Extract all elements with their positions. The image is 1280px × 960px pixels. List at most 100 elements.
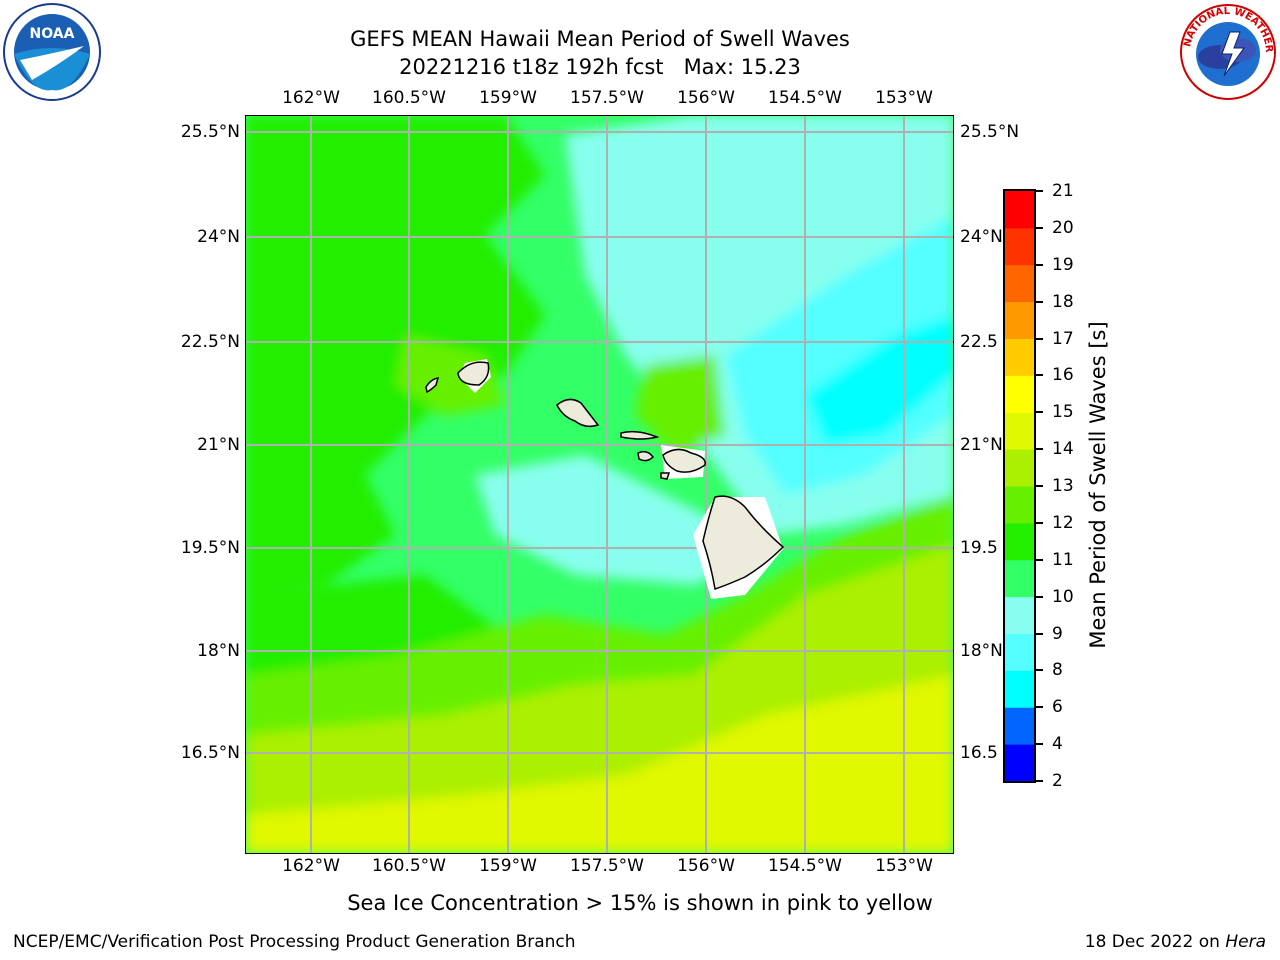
field-12-13s-north <box>635 355 725 455</box>
colorbar-tick-mark <box>1035 411 1043 414</box>
colorbar-tick-mark <box>1035 632 1043 635</box>
lon-tick-top: 156°W <box>677 88 735 108</box>
lat-tick-right: 24°N <box>960 227 1003 247</box>
lat-tick-left: 16.5°N <box>180 743 240 763</box>
colorbar-tick-label: 2 <box>1052 771 1063 791</box>
colorbar-tick-label: 9 <box>1052 623 1063 644</box>
colorbar-swatch <box>1005 338 1034 376</box>
colorbar-tick-mark <box>1035 669 1043 672</box>
swell-period-map <box>245 115 954 854</box>
colorbar-swatch <box>1005 670 1034 708</box>
sea-ice-note: Sea Ice Concentration > 15% is shown in … <box>347 891 933 915</box>
lon-tick-top: 154.5°W <box>768 88 842 108</box>
colorbar-tick-mark <box>1035 337 1043 340</box>
islands <box>425 359 785 599</box>
colorbar-swatch <box>1005 486 1034 524</box>
lon-tick-top: 157.5°W <box>570 88 644 108</box>
colorbar-label: Mean Period of Swell Waves [s] <box>1086 321 1110 649</box>
colorbar-tick-label: 19 <box>1052 254 1074 275</box>
lon-tick-bottom: 160.5°W <box>372 856 446 876</box>
lat-tick-right: 16.5 <box>960 743 998 763</box>
lat-tick-left: 25.5°N <box>180 122 240 142</box>
lon-tick-top: 162°W <box>282 88 340 108</box>
big-island <box>702 495 785 590</box>
kauai-island <box>457 361 490 386</box>
field-8-9s <box>725 215 954 495</box>
colorbar-tick-label: 8 <box>1052 660 1063 681</box>
lanai-island <box>637 450 654 462</box>
lat-tick-left: 22.5°N <box>180 332 240 352</box>
colorbar-swatch <box>1005 522 1034 561</box>
lon-tick-bottom: 157.5°W <box>570 856 644 876</box>
footer-date: 18 Dec 2022 on Hera <box>1085 932 1266 952</box>
lat-tick-right: 18°N <box>960 641 1003 661</box>
colorbar-tick-mark <box>1035 300 1043 303</box>
colorbar-tick-mark <box>1035 226 1043 229</box>
lon-tick-bottom: 154.5°W <box>768 856 842 876</box>
colorbar-tick-mark <box>1035 521 1043 524</box>
colorbar-tick-label: 15 <box>1052 402 1074 423</box>
colorbar-tick-label: 16 <box>1052 365 1074 386</box>
lat-tick-right: 25.5°N <box>960 122 1020 142</box>
colorbar-swatch <box>1005 559 1034 598</box>
colorbar-swatch <box>1005 301 1034 339</box>
lon-tick-top: 153°W <box>875 88 933 108</box>
chart-subtitle: 20221216 t18z 192h fcst Max: 15.23 <box>399 55 801 79</box>
colorbar-swatch <box>1005 633 1034 671</box>
colorbar-swatch <box>1005 191 1034 229</box>
nws-logo: NATIONAL WEATHER SERVICE <box>1178 2 1276 100</box>
colorbar-swatch <box>1005 596 1034 634</box>
colorbar-swatch <box>1005 375 1034 413</box>
lat-tick-right: 19.5 <box>960 538 998 558</box>
colorbar-tick-label: 17 <box>1052 328 1074 349</box>
colorbar-tick-label: 20 <box>1052 217 1074 238</box>
colorbar-tick-label: 13 <box>1052 476 1074 496</box>
colorbar-swatch <box>1005 264 1034 303</box>
field-14-15s <box>245 675 954 854</box>
colorbar-tick-mark <box>1035 448 1043 451</box>
colorbar-tick-label: 14 <box>1052 439 1074 460</box>
lon-tick-bottom: 153°W <box>875 856 933 876</box>
lat-tick-left: 19.5°N <box>180 538 240 558</box>
lon-tick-bottom: 159°W <box>479 856 537 876</box>
lon-tick-bottom: 162°W <box>282 856 340 876</box>
footer-branch: NCEP/EMC/Verification Post Processing Pr… <box>13 932 576 952</box>
lon-tick-top: 160.5°W <box>372 88 446 108</box>
lat-tick-right: 22.5 <box>960 332 998 352</box>
colorbar-tick-mark <box>1035 780 1043 782</box>
colorbar-swatches <box>1005 191 1034 782</box>
colorbar-tick-mark <box>1035 190 1043 192</box>
field-6-8s <box>805 315 954 445</box>
colorbar-tick-mark <box>1035 263 1043 266</box>
colorbar-tick-mark <box>1035 374 1043 377</box>
colorbar-tick-label: 21 <box>1052 181 1074 201</box>
colorbar-tick-label: 12 <box>1052 512 1074 533</box>
lat-tick-right: 21°N <box>960 435 1003 455</box>
colorbar <box>1003 189 1036 783</box>
graticule <box>245 115 954 854</box>
field-12-13s-kauai <box>395 335 505 415</box>
colorbar-swatch <box>1005 744 1034 782</box>
field-11-12s-west <box>245 115 545 595</box>
kahoolawe-island <box>660 472 671 480</box>
colorbar-tick-label: 4 <box>1052 734 1063 755</box>
colorbar-swatch <box>1005 707 1034 745</box>
chart-title: GEFS MEAN Hawaii Mean Period of Swell Wa… <box>350 27 850 51</box>
footer-date-text: 18 Dec 2022 on <box>1084 932 1226 952</box>
niihau-island <box>425 377 440 394</box>
colorbar-swatch <box>1005 412 1034 450</box>
lat-tick-left: 18°N <box>197 641 240 661</box>
maui-island <box>662 448 706 473</box>
lon-tick-top: 159°W <box>479 88 537 108</box>
oahu-island <box>556 398 600 428</box>
colorbar-tick-label: 10 <box>1052 586 1074 607</box>
colorbar-tick-label: 18 <box>1052 291 1074 312</box>
colorbar-tick-label: 11 <box>1052 549 1074 570</box>
colorbar-swatch <box>1005 449 1034 487</box>
noaa-logo: NOAA <box>3 3 101 101</box>
lon-tick-bottom: 156°W <box>677 856 735 876</box>
colorbar-swatch <box>1005 227 1034 266</box>
lat-tick-left: 24°N <box>197 227 240 247</box>
colorbar-tick-label: 6 <box>1052 697 1063 718</box>
molokai-island <box>620 430 660 440</box>
